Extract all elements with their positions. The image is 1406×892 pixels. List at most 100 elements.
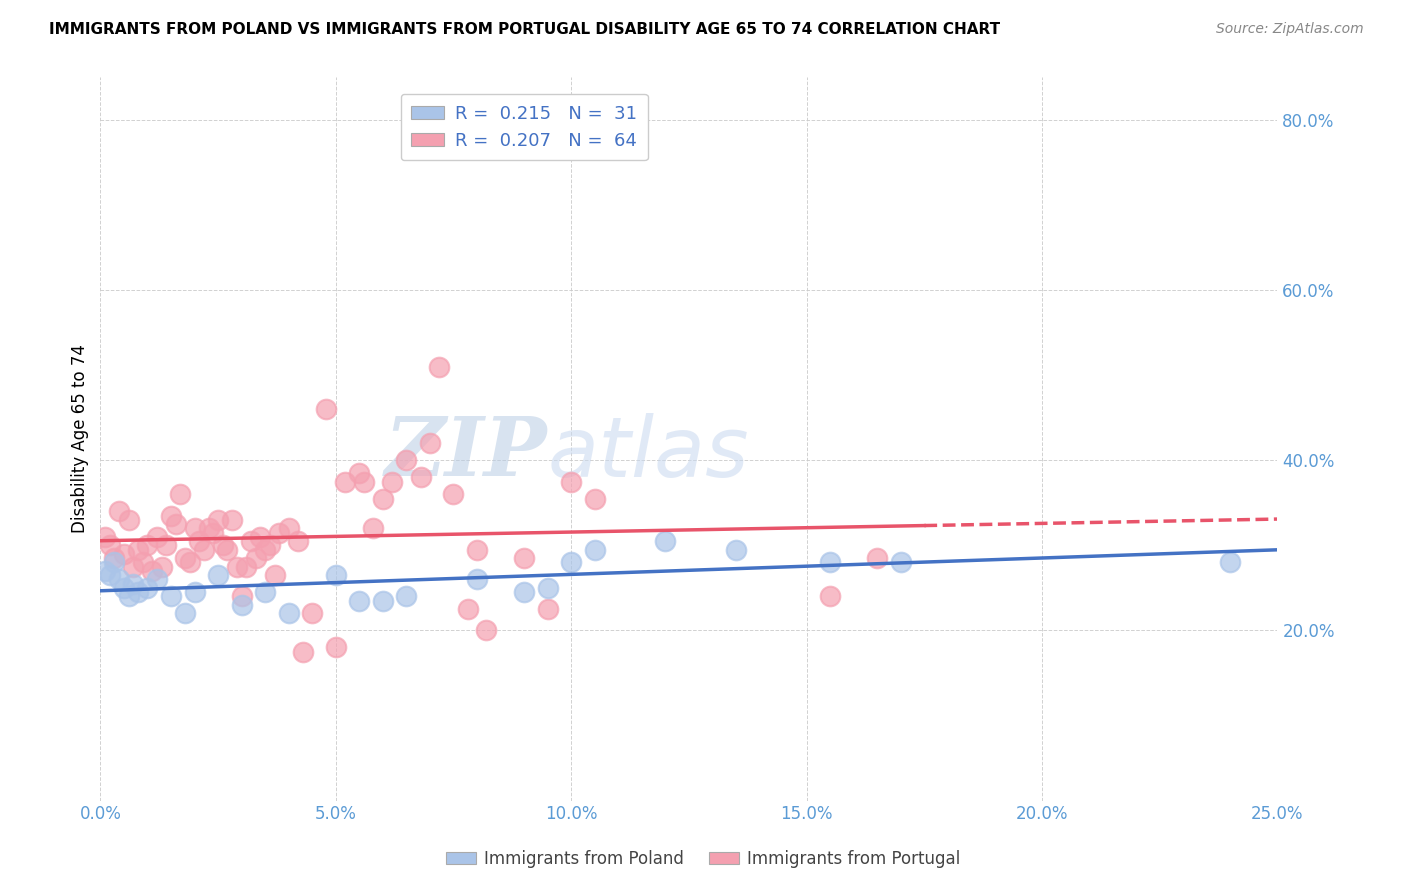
Point: [98, 538, 121, 552]
Point: [235, 559, 257, 574]
Point: [536, 581, 558, 595]
Point: [127, 585, 149, 599]
Point: [315, 402, 337, 417]
Legend: Immigrants from Poland, Immigrants from Portugal: Immigrants from Poland, Immigrants from …: [439, 844, 967, 875]
Point: [103, 551, 125, 566]
Point: [146, 530, 169, 544]
Legend: R =  0.215   N =  31, R =  0.207   N =  64: R = 0.215 N = 31, R = 0.207 N = 64: [401, 94, 648, 161]
Point: [127, 542, 149, 557]
Point: [231, 598, 253, 612]
Point: [160, 508, 183, 523]
Point: [654, 534, 676, 549]
Point: [513, 551, 536, 566]
Point: [183, 585, 205, 599]
Point: [117, 513, 139, 527]
Point: [443, 487, 465, 501]
Point: [136, 538, 159, 552]
Point: [301, 607, 323, 621]
Point: [277, 521, 299, 535]
Point: [141, 564, 163, 578]
Point: [269, 525, 291, 540]
Point: [560, 475, 582, 489]
Point: [211, 538, 233, 552]
Point: [249, 530, 271, 544]
Point: [136, 581, 159, 595]
Y-axis label: Disability Age 65 to 74: Disability Age 65 to 74: [72, 344, 89, 533]
Point: [132, 555, 155, 569]
Point: [165, 517, 187, 532]
Point: [183, 521, 205, 535]
Point: [363, 521, 385, 535]
Point: [207, 513, 229, 527]
Point: [231, 590, 253, 604]
Point: [465, 542, 488, 557]
Point: [395, 453, 418, 467]
Point: [325, 640, 347, 655]
Text: IMMIGRANTS FROM POLAND VS IMMIGRANTS FROM PORTUGAL DISABILITY AGE 65 TO 74 CORRE: IMMIGRANTS FROM POLAND VS IMMIGRANTS FRO…: [49, 22, 1000, 37]
Point: [207, 568, 229, 582]
Point: [197, 521, 219, 535]
Text: atlas: atlas: [547, 413, 749, 494]
Point: [240, 534, 263, 549]
Point: [155, 538, 177, 552]
Point: [94, 530, 117, 544]
Point: [103, 555, 125, 569]
Point: [818, 555, 841, 569]
Point: [263, 568, 285, 582]
Point: [287, 534, 309, 549]
Point: [188, 534, 211, 549]
Point: [724, 542, 747, 557]
Point: [112, 581, 135, 595]
Point: [202, 525, 225, 540]
Point: [353, 475, 375, 489]
Point: [277, 607, 299, 621]
Point: [419, 436, 441, 450]
Point: [536, 602, 558, 616]
Point: [349, 593, 371, 607]
Point: [108, 573, 131, 587]
Point: [427, 359, 450, 374]
Point: [866, 551, 889, 566]
Point: [221, 513, 243, 527]
Point: [174, 551, 197, 566]
Point: [395, 590, 418, 604]
Point: [457, 602, 479, 616]
Point: [112, 547, 135, 561]
Point: [254, 585, 277, 599]
Point: [465, 573, 488, 587]
Point: [94, 564, 117, 578]
Point: [409, 470, 432, 484]
Point: [217, 542, 239, 557]
Point: [371, 491, 394, 506]
Point: [98, 568, 121, 582]
Point: [291, 645, 314, 659]
Point: [890, 555, 912, 569]
Point: [325, 568, 347, 582]
Point: [560, 555, 582, 569]
Text: ZIP: ZIP: [385, 414, 547, 493]
Point: [818, 590, 841, 604]
Point: [349, 466, 371, 480]
Point: [225, 559, 247, 574]
Point: [335, 475, 357, 489]
Point: [150, 559, 173, 574]
Point: [193, 542, 215, 557]
Point: [475, 624, 498, 638]
Point: [146, 573, 169, 587]
Point: [583, 542, 606, 557]
Point: [513, 585, 536, 599]
Point: [254, 542, 277, 557]
Text: Source: ZipAtlas.com: Source: ZipAtlas.com: [1216, 22, 1364, 37]
Point: [381, 475, 404, 489]
Point: [1219, 555, 1241, 569]
Point: [122, 576, 145, 591]
Point: [179, 555, 201, 569]
Point: [245, 551, 267, 566]
Point: [117, 590, 139, 604]
Point: [583, 491, 606, 506]
Point: [108, 504, 131, 518]
Point: [160, 590, 183, 604]
Point: [122, 559, 145, 574]
Point: [174, 607, 197, 621]
Point: [371, 593, 394, 607]
